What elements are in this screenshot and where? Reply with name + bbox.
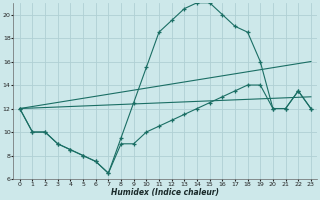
X-axis label: Humidex (Indice chaleur): Humidex (Indice chaleur) (111, 188, 219, 197)
